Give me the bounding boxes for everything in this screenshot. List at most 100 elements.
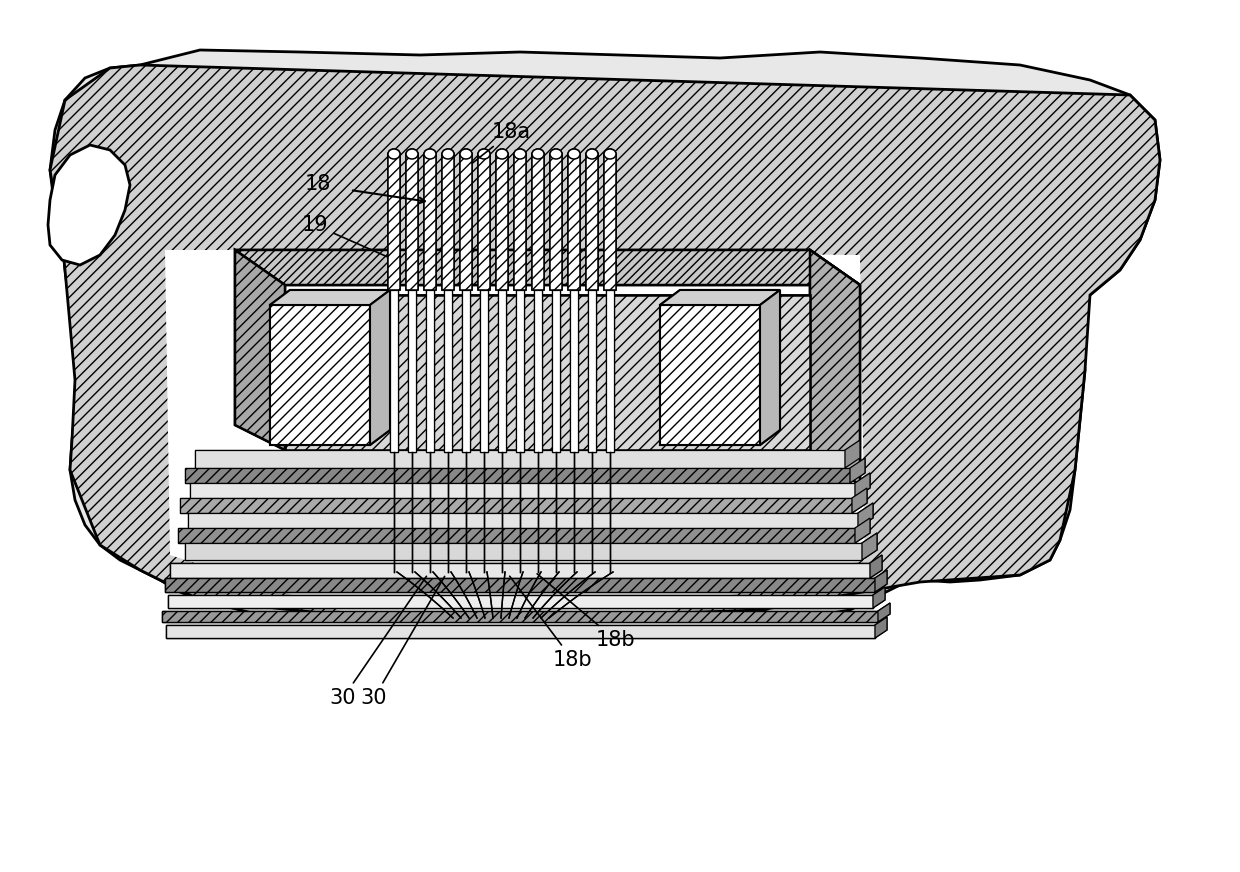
Polygon shape [188, 513, 858, 528]
Ellipse shape [532, 149, 544, 159]
Ellipse shape [388, 149, 401, 159]
Ellipse shape [424, 149, 436, 159]
Polygon shape [188, 513, 858, 528]
Polygon shape [166, 625, 875, 638]
Polygon shape [862, 533, 877, 560]
Polygon shape [570, 290, 578, 452]
Polygon shape [190, 483, 856, 498]
Polygon shape [604, 154, 616, 290]
Polygon shape [424, 154, 436, 290]
Polygon shape [190, 483, 856, 498]
Polygon shape [270, 305, 370, 445]
Ellipse shape [496, 149, 508, 159]
Polygon shape [391, 290, 398, 452]
Polygon shape [875, 617, 887, 638]
Polygon shape [50, 50, 1159, 620]
Ellipse shape [532, 149, 544, 159]
Polygon shape [498, 290, 506, 452]
Polygon shape [388, 154, 401, 290]
Polygon shape [270, 290, 391, 305]
Polygon shape [427, 290, 434, 452]
Polygon shape [852, 488, 867, 513]
Polygon shape [405, 154, 418, 290]
Text: 18: 18 [305, 174, 331, 194]
Polygon shape [878, 603, 890, 622]
Polygon shape [844, 440, 861, 468]
Polygon shape [162, 611, 878, 622]
Polygon shape [236, 250, 285, 450]
Polygon shape [285, 295, 810, 450]
Polygon shape [810, 250, 861, 485]
Polygon shape [480, 290, 489, 452]
Ellipse shape [568, 149, 580, 159]
Polygon shape [856, 518, 870, 543]
Polygon shape [498, 290, 506, 452]
Ellipse shape [460, 149, 472, 159]
Polygon shape [463, 290, 470, 452]
Polygon shape [180, 498, 852, 513]
Polygon shape [878, 603, 890, 622]
Polygon shape [388, 154, 401, 290]
Polygon shape [496, 154, 508, 290]
Polygon shape [496, 154, 508, 290]
Polygon shape [587, 154, 598, 290]
Polygon shape [424, 154, 436, 290]
Polygon shape [875, 617, 887, 638]
Polygon shape [441, 154, 454, 290]
Polygon shape [856, 473, 870, 498]
Polygon shape [408, 290, 415, 452]
Ellipse shape [604, 149, 616, 159]
Polygon shape [551, 154, 562, 290]
Polygon shape [270, 290, 391, 305]
Text: 30: 30 [330, 576, 427, 708]
Polygon shape [165, 578, 875, 592]
Ellipse shape [460, 149, 472, 159]
Polygon shape [515, 154, 526, 290]
Ellipse shape [496, 149, 508, 159]
Polygon shape [170, 563, 870, 578]
Polygon shape [873, 587, 885, 608]
Polygon shape [405, 154, 418, 290]
Ellipse shape [441, 149, 454, 159]
Polygon shape [534, 290, 542, 452]
Polygon shape [552, 290, 560, 452]
Polygon shape [810, 250, 861, 485]
Polygon shape [370, 290, 391, 445]
Polygon shape [477, 154, 490, 290]
Polygon shape [370, 290, 391, 445]
Ellipse shape [388, 149, 401, 159]
Polygon shape [185, 543, 862, 560]
Ellipse shape [515, 149, 526, 159]
Polygon shape [852, 488, 867, 513]
Polygon shape [870, 555, 882, 578]
Polygon shape [460, 154, 472, 290]
Ellipse shape [604, 149, 616, 159]
Polygon shape [195, 450, 844, 468]
Polygon shape [875, 570, 887, 592]
Polygon shape [285, 295, 810, 450]
Ellipse shape [477, 149, 490, 159]
Polygon shape [391, 290, 398, 452]
Text: 30: 30 [361, 576, 445, 708]
Polygon shape [477, 154, 490, 290]
Text: 18b: 18b [510, 576, 593, 670]
Polygon shape [185, 468, 849, 483]
Polygon shape [408, 290, 415, 452]
Polygon shape [165, 250, 866, 640]
Ellipse shape [405, 149, 418, 159]
Polygon shape [179, 528, 856, 543]
Polygon shape [167, 595, 873, 608]
Polygon shape [849, 458, 866, 483]
Polygon shape [185, 468, 849, 483]
Polygon shape [856, 473, 870, 498]
Text: 18b: 18b [537, 574, 636, 650]
Polygon shape [588, 290, 596, 452]
Polygon shape [534, 290, 542, 452]
Polygon shape [195, 450, 844, 468]
Polygon shape [588, 290, 596, 452]
Polygon shape [185, 543, 862, 560]
Polygon shape [48, 145, 130, 265]
Polygon shape [50, 65, 1159, 615]
Polygon shape [427, 290, 434, 452]
Polygon shape [660, 290, 780, 305]
